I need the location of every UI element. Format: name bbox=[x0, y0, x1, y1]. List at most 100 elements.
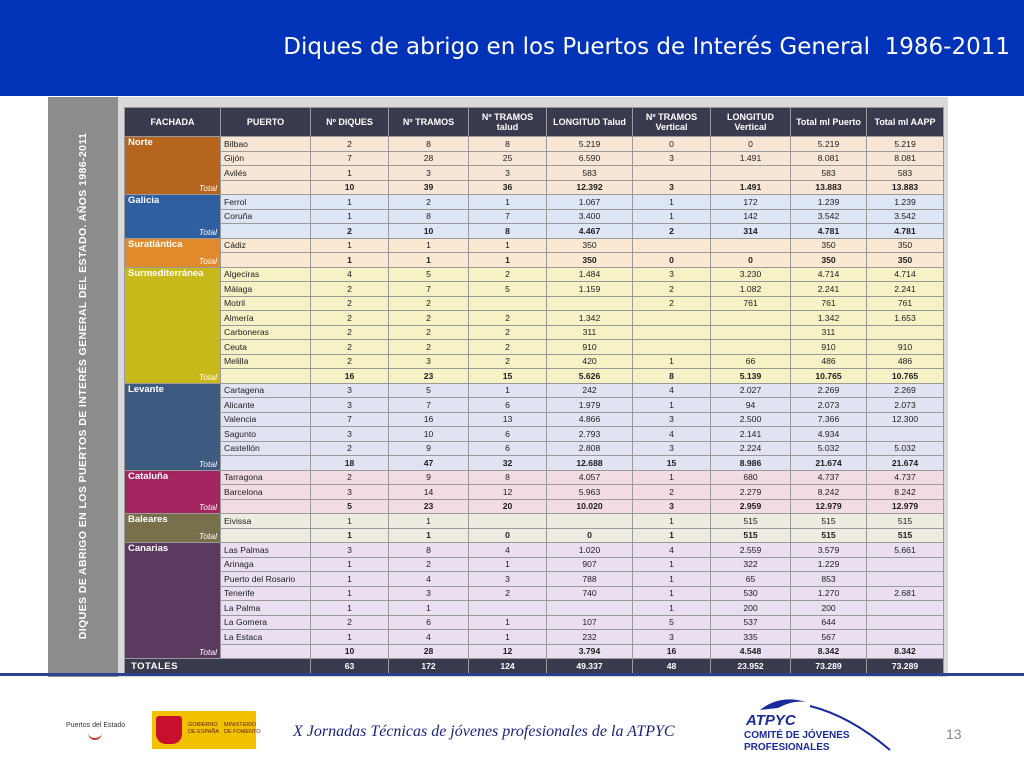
table-row: Almería 2 2 2 1.342 1.342 1.653 bbox=[125, 310, 944, 326]
value-cell: 1 bbox=[632, 585, 711, 601]
total-value-cell: 4.781 bbox=[866, 223, 944, 239]
value-cell: 1 bbox=[468, 556, 547, 572]
value-cell: 486 bbox=[790, 353, 867, 369]
total-value-cell: 3 bbox=[632, 179, 711, 195]
puerto-cell: Almería bbox=[220, 310, 311, 326]
puerto-cell: Valencia bbox=[220, 411, 311, 427]
value-cell: 1.270 bbox=[790, 585, 867, 601]
value-cell: 2 bbox=[468, 585, 547, 601]
fachada-cell: Canarias Total bbox=[124, 542, 221, 659]
group-total-row: 10 28 12 3.794 16 4.548 8.342 8.342 bbox=[125, 643, 944, 659]
total-value-cell: 1.491 bbox=[710, 179, 791, 195]
value-cell: 1.491 bbox=[710, 150, 791, 166]
value-cell: 4 bbox=[310, 266, 389, 282]
total-value-cell: 32 bbox=[468, 455, 547, 471]
fachada-cell: Norte Total bbox=[124, 136, 221, 195]
value-cell: 2 bbox=[310, 324, 389, 340]
puerto-cell: Cartagena bbox=[220, 382, 311, 398]
value-cell: 1 bbox=[468, 629, 547, 645]
table-row: Arinaga 1 2 1 907 1 322 1.229 bbox=[125, 556, 944, 572]
value-cell: 7 bbox=[310, 150, 389, 166]
value-cell: 2.141 bbox=[710, 426, 791, 442]
value-cell bbox=[632, 324, 711, 340]
value-cell: 7 bbox=[388, 281, 469, 297]
value-cell: 2.500 bbox=[710, 411, 791, 427]
blank-cell bbox=[220, 527, 311, 543]
value-cell: 142 bbox=[710, 208, 791, 224]
value-cell: 1 bbox=[468, 614, 547, 630]
value-cell: 28 bbox=[388, 150, 469, 166]
value-cell: 3.579 bbox=[790, 542, 867, 558]
value-cell bbox=[710, 324, 791, 340]
table-row: Castellón 2 9 6 2.808 3 2.224 5.032 5.032 bbox=[125, 440, 944, 456]
group-total-row: 1 1 1 350 0 0 350 350 bbox=[125, 252, 944, 268]
value-cell: 1.342 bbox=[790, 310, 867, 326]
fachada-name: Suratlántica bbox=[128, 238, 183, 250]
value-cell: 3 bbox=[632, 150, 711, 166]
value-cell: 1.159 bbox=[546, 281, 633, 297]
table-row: Motril 2 2 2 761 761 761 bbox=[125, 295, 944, 311]
table-header-row: FACHADA PUERTO Nº DIQUES Nº TRAMOS Nº TRAMOS… bbox=[124, 107, 944, 137]
value-cell: 2.559 bbox=[710, 542, 791, 558]
value-cell: 1.342 bbox=[546, 310, 633, 326]
column-header: Nº TRAMOS talud bbox=[468, 107, 547, 137]
value-cell bbox=[866, 629, 944, 645]
value-cell: 335 bbox=[710, 629, 791, 645]
puerto-cell: Cádiz bbox=[220, 237, 311, 253]
fachada-cell: Galicia Total bbox=[124, 194, 221, 239]
wave-icon bbox=[88, 732, 102, 740]
total-value-cell: 515 bbox=[710, 527, 791, 543]
total-value-cell: 23 bbox=[388, 368, 469, 384]
grand-total-label: TOTALES bbox=[124, 658, 311, 674]
value-cell: 1 bbox=[310, 629, 389, 645]
value-cell: 8.242 bbox=[790, 484, 867, 500]
fachada-cell: Baleares Total bbox=[124, 513, 221, 543]
value-cell: 761 bbox=[866, 295, 944, 311]
total-value-cell: 2 bbox=[310, 223, 389, 239]
total-value-cell: 10 bbox=[310, 179, 389, 195]
total-value-cell: 10 bbox=[388, 223, 469, 239]
value-cell: 788 bbox=[546, 571, 633, 587]
puertos-logo-text: Puertos del Estado bbox=[66, 722, 126, 729]
value-cell: 567 bbox=[790, 629, 867, 645]
value-cell bbox=[468, 295, 547, 311]
total-value-cell: 4.548 bbox=[710, 643, 791, 659]
table-row: Avilés 1 3 3 583 583 583 bbox=[125, 165, 944, 181]
table-row: Sagunto 3 10 6 2.793 4 2.141 4.934 bbox=[125, 426, 944, 442]
value-cell: 2 bbox=[388, 339, 469, 355]
puerto-cell: Tarragona bbox=[220, 469, 311, 485]
total-value-cell: 36 bbox=[468, 179, 547, 195]
atpyc-logo-text: ATPYC bbox=[746, 712, 796, 729]
total-value-cell: 18 bbox=[310, 455, 389, 471]
value-cell: 2 bbox=[388, 324, 469, 340]
puerto-cell: Motril bbox=[220, 295, 311, 311]
value-cell: 3 bbox=[388, 585, 469, 601]
value-cell: 910 bbox=[866, 339, 944, 355]
value-cell bbox=[710, 237, 791, 253]
total-label: Total bbox=[198, 371, 217, 382]
value-cell: 3 bbox=[632, 440, 711, 456]
value-cell: 6 bbox=[468, 440, 547, 456]
value-cell: 2.279 bbox=[710, 484, 791, 500]
total-value-cell: 39 bbox=[388, 179, 469, 195]
total-value-cell: 28 bbox=[388, 643, 469, 659]
value-cell: 3 bbox=[468, 571, 547, 587]
total-value-cell: 10.765 bbox=[790, 368, 867, 384]
table-row: Ceuta 2 2 2 910 910 910 bbox=[125, 339, 944, 355]
value-cell bbox=[710, 310, 791, 326]
value-cell: 1.239 bbox=[790, 194, 867, 210]
total-value-cell: 8 bbox=[632, 368, 711, 384]
grand-total-value: 124 bbox=[468, 658, 547, 674]
value-cell: 2 bbox=[468, 353, 547, 369]
value-cell: 2 bbox=[310, 295, 389, 311]
side-title: DIQUES DE ABRIGO EN LOS PUERTOS DE INTER… bbox=[77, 132, 89, 640]
column-header: PUERTO bbox=[220, 107, 311, 137]
total-value-cell: 314 bbox=[710, 223, 791, 239]
gobierno-logo: GOBIERNO DE ESPAÑA MINISTERIO DE FOMENTO bbox=[152, 711, 261, 749]
atpyc-logo: ATPYC COMITÉ DE JÓVENES PROFESIONALES bbox=[740, 692, 898, 758]
total-value-cell: 1 bbox=[310, 252, 389, 268]
value-cell: 66 bbox=[710, 353, 791, 369]
value-cell: 3 bbox=[388, 165, 469, 181]
footer-caption: X Jornadas Técnicas de jóvenes profesion… bbox=[293, 723, 675, 740]
value-cell: 853 bbox=[790, 571, 867, 587]
